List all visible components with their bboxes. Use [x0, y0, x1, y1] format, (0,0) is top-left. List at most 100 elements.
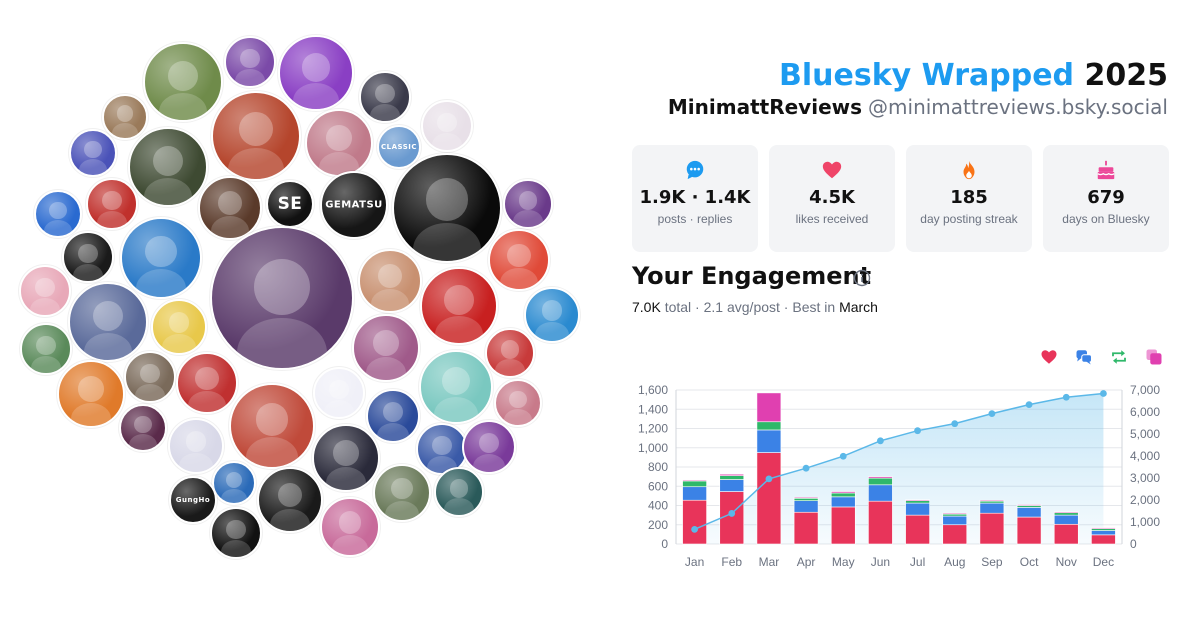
bar-reposts: [905, 500, 930, 504]
avatar-glasses-cartoon-blue[interactable]: [462, 420, 516, 474]
avatar-orange-duck[interactable]: [57, 360, 125, 428]
avatar-red-jacket-character[interactable]: [485, 328, 535, 378]
stat-card-days: 679 days on Bluesky: [1043, 145, 1169, 252]
bar-replies: [905, 502, 930, 516]
avatar-retro-pixel[interactable]: [69, 129, 117, 177]
x-tick-label: Oct: [1020, 555, 1039, 569]
avatar-purple-anime[interactable]: [224, 36, 276, 88]
bar-replies: [756, 429, 782, 453]
bar-quotes: [756, 392, 782, 423]
avatar-bearded-man[interactable]: [373, 464, 431, 522]
avatar-glasses-guy[interactable]: [210, 226, 354, 370]
bar-replies: [1016, 507, 1042, 518]
cumulative-point: [691, 525, 698, 533]
x-tick-label: Feb: [721, 555, 742, 569]
avatar-sketch-character[interactable]: [421, 100, 473, 152]
avatar-dark-haired-man[interactable]: [128, 127, 208, 207]
avatar-gungho-logo[interactable]: GungHo: [169, 476, 217, 524]
bar-likes: [756, 452, 782, 545]
cumulative-point: [1062, 393, 1070, 401]
cumulative-point: [877, 437, 884, 445]
avatar-pink-hair-girl[interactable]: [19, 265, 71, 317]
avatar-pink-anime[interactable]: [494, 379, 542, 427]
avatar-raccoon-character[interactable]: [120, 217, 202, 299]
avatar-bearded-cartoon[interactable]: [352, 314, 420, 382]
y-tick-label: 1,200: [638, 422, 668, 436]
info-icon[interactable]: [853, 269, 871, 287]
avatar-brown-haired-artist[interactable]: [198, 176, 262, 240]
bar-replies: [979, 502, 1005, 514]
x-tick-label: Apr: [797, 555, 816, 569]
avatar-glasses-cartoon[interactable]: [151, 299, 207, 355]
stat-value: 679: [1087, 187, 1125, 208]
bar-likes: [1091, 534, 1116, 545]
avatar-baseball-character[interactable]: [313, 367, 365, 419]
avatar-classic-logo[interactable]: CLASSIC: [377, 125, 421, 169]
avatar-green-crystal[interactable]: [210, 507, 262, 559]
chat-bubble-icon: [632, 159, 758, 181]
page-title: Bluesky Wrapped 2025: [779, 58, 1168, 93]
avatar-brown-cat[interactable]: [102, 94, 148, 140]
avatar-cluster: CLASSIC SE GEMATSU GungHo: [19, 35, 580, 559]
y-tick-label: 800: [648, 460, 668, 474]
avatar-3d-character[interactable]: [278, 35, 354, 111]
x-tick-label: Jan: [685, 555, 704, 569]
avatar-purple-anime-girl[interactable]: [503, 179, 553, 229]
avatar-man-portrait[interactable]: [124, 351, 176, 403]
bar-replies: [868, 484, 893, 502]
avatar-white-hair-anime[interactable]: [168, 418, 224, 474]
avatar-smiling-woman[interactable]: [68, 282, 148, 362]
avatar-yellow-gem[interactable]: [366, 389, 420, 443]
y2-tick-label: 4,000: [1130, 449, 1160, 463]
brand-title: Bluesky Wrapped: [779, 58, 1075, 93]
avatar-curly-hair-girl[interactable]: [320, 497, 380, 557]
quote-icon[interactable]: [1145, 348, 1163, 366]
y2-tick-label: 6,000: [1130, 405, 1160, 419]
engagement-average: 2.1 avg/post: [703, 299, 780, 315]
avatar-red-blocks[interactable]: [488, 229, 550, 291]
avatar-dark-boy[interactable]: [312, 424, 380, 492]
bar-reposts: [1053, 512, 1079, 516]
avatar-blue-character[interactable]: [212, 461, 256, 505]
avatar-goggles-character[interactable]: [86, 178, 138, 230]
avatar-penguin-character[interactable]: [419, 350, 493, 424]
stat-card-likes: 4.5K likes received: [769, 145, 895, 252]
bar-quotes: [793, 497, 819, 499]
avatar-se-logo[interactable]: SE: [266, 180, 314, 228]
heart-icon[interactable]: [1040, 348, 1058, 366]
avatar-outdoor-man[interactable]: [20, 323, 72, 375]
y-tick-label: 1,400: [638, 402, 668, 416]
stat-card-streak: 185 day posting streak: [906, 145, 1032, 252]
user-identity: MinimattReviews @minimattreviews.bsky.soc…: [668, 95, 1168, 119]
avatar-dark-anime[interactable]: [119, 404, 167, 452]
stat-label: days on Bluesky: [1062, 212, 1150, 226]
avatar-laughing-character[interactable]: [176, 352, 238, 414]
y-tick-label: 200: [648, 518, 668, 532]
avatar-question-mark-character[interactable]: [359, 71, 411, 123]
avatar-screaming-face[interactable]: [211, 91, 301, 181]
engagement-total-word: total: [664, 299, 692, 315]
avatar-glasses-woman[interactable]: [358, 249, 422, 313]
avatar-blue-anime[interactable]: [416, 423, 468, 475]
avatar-pixel-mario[interactable]: [420, 267, 498, 345]
avatar-dark-warrior[interactable]: [434, 467, 484, 517]
avatar-white-wolf-logo[interactable]: [392, 153, 502, 263]
avatar-green-frog[interactable]: [143, 42, 223, 122]
user-handle[interactable]: @minimattreviews.bsky.social: [868, 95, 1168, 119]
engagement-summary: 7.0K total · 2.1 avg/post · Best in Marc…: [632, 299, 878, 315]
avatar-red-blue-character[interactable]: [34, 190, 82, 238]
avatar-sunset-art[interactable]: [305, 109, 373, 177]
cumulative-point: [951, 420, 959, 428]
avatar-gematsu-logo[interactable]: GEMATSU: [320, 171, 388, 239]
bar-likes: [1053, 523, 1079, 545]
bar-reposts: [793, 497, 819, 501]
repost-icon[interactable]: [1110, 348, 1128, 366]
avatar-neon-creature[interactable]: [62, 231, 114, 283]
reply-icon[interactable]: [1075, 348, 1093, 366]
bar-likes: [905, 514, 930, 545]
x-tick-label: Dec: [1093, 555, 1114, 569]
avatar-logo-text: GungHo: [175, 496, 211, 504]
avatar-bearded-glasses[interactable]: [229, 383, 315, 469]
avatar-game-controller-logo[interactable]: [257, 467, 323, 533]
avatar-pixel-sunglasses[interactable]: [524, 287, 580, 343]
